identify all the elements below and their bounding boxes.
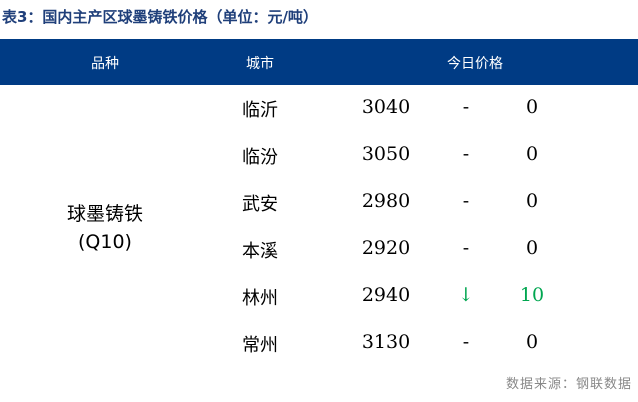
table-title: 表3：国内主产区球墨铸铁价格（单位：元/吨） [2,8,318,26]
header-city: 城市 [246,56,274,72]
change-cell: 10 [519,284,545,306]
city-cell: 武安 [242,194,278,215]
price-cell: 3050 [361,143,411,165]
price-cell: 2920 [361,237,411,259]
change-cell: 0 [525,331,539,353]
table-row: 本溪 2920 - 0 [0,227,638,274]
trend-cell: - [462,190,470,212]
city-cell: 常州 [242,335,278,356]
down-arrow-icon: ↓ [458,284,474,306]
table-row: 临汾 3050 - 0 [0,133,638,180]
header-price: 今日价格 [447,56,503,72]
price-cell: 2940 [361,284,411,306]
trend-cell: - [462,237,470,259]
city-cell: 临沂 [242,100,278,121]
trend-cell: - [462,331,470,353]
change-cell: 0 [525,96,539,118]
price-cell: 2980 [361,190,411,212]
table-row: 临沂 3040 - 0 [0,86,638,133]
table-row: 常州 3130 - 0 [0,321,638,368]
product-name: 球墨铸铁 [66,203,144,225]
price-cell: 3130 [361,331,411,353]
change-cell: 0 [525,143,539,165]
change-cell: 0 [525,190,539,212]
price-cell: 3040 [361,96,411,118]
header-product: 品种 [91,56,119,72]
product-grade: (Q10) [78,231,132,253]
trend-cell: - [462,143,470,165]
table-row: 武安 2980 - 0 [0,180,638,227]
change-cell: 0 [525,237,539,259]
trend-cell: - [462,96,470,118]
table-row: 林州 2940 ↓ 10 [0,274,638,321]
source-note: 数据来源：钢联数据 [505,377,632,392]
city-cell: 本溪 [242,241,278,262]
city-cell: 临汾 [242,147,278,168]
table-header: 品种 城市 今日价格 [0,39,638,85]
city-cell: 林州 [242,288,278,309]
product-cell: 球墨铸铁 (Q10) [67,200,143,256]
